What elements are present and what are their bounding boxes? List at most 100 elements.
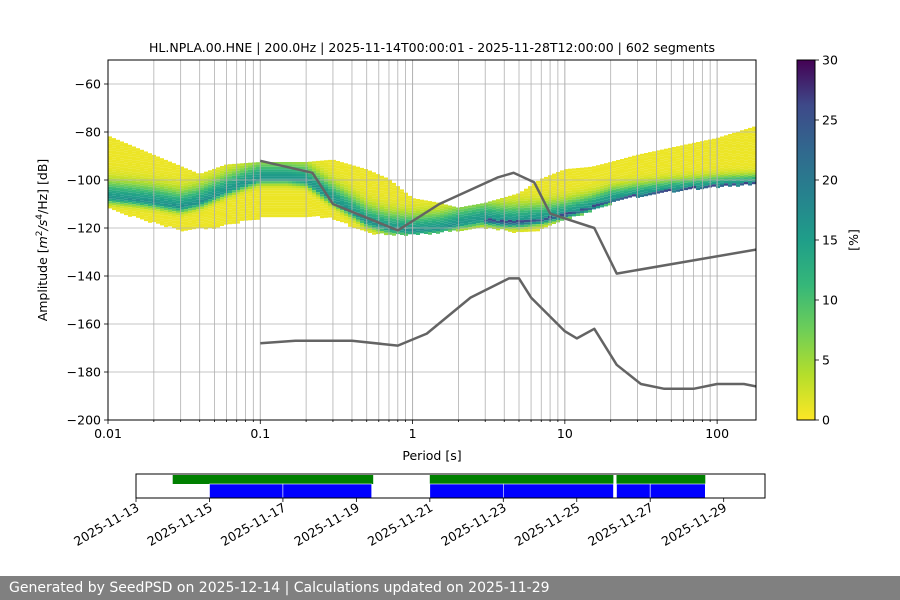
heatmap-cell — [568, 171, 572, 174]
heatmap-cell — [412, 224, 416, 228]
heatmap-cell — [160, 215, 164, 219]
heatmap-cell — [412, 222, 416, 225]
heatmap-cell — [464, 208, 468, 211]
heatmap-cell — [320, 196, 324, 199]
heatmap-cell — [352, 165, 356, 168]
heatmap-cell — [144, 165, 148, 169]
heatmap-cell — [160, 211, 164, 214]
heatmap-cell — [672, 175, 676, 179]
heatmap-cell — [392, 204, 396, 207]
heatmap-cell — [636, 159, 640, 162]
heatmap-cell — [132, 184, 136, 188]
heatmap-cell — [332, 159, 336, 163]
heatmap-cell — [716, 140, 720, 143]
heatmap-cell — [704, 145, 708, 148]
heatmap-cell — [352, 196, 356, 200]
heatmap-cell — [508, 198, 512, 201]
heatmap-cell — [268, 202, 272, 206]
heatmap-cell — [108, 150, 112, 154]
heatmap-cell — [648, 185, 652, 189]
heatmap-cell — [664, 148, 668, 152]
heatmap-cell — [228, 200, 232, 203]
heatmap-cell — [724, 156, 728, 160]
heatmap-cell — [572, 211, 576, 214]
heatmap-cell — [736, 182, 740, 185]
heatmap-cell — [460, 223, 464, 227]
heatmap-cell — [620, 192, 624, 195]
heatmap-cell — [196, 187, 200, 191]
heatmap-cell — [328, 191, 332, 194]
heatmap-cell — [744, 129, 748, 132]
heatmap-cell — [372, 201, 376, 204]
heatmap-cell — [500, 224, 504, 227]
heatmap-cell — [644, 189, 648, 192]
heatmap-cell — [580, 210, 584, 214]
heatmap-cell — [320, 213, 324, 216]
heatmap-cell — [176, 215, 180, 218]
heatmap-cell — [660, 149, 664, 152]
heatmap-cell — [292, 183, 296, 186]
heatmap-cell — [188, 225, 192, 228]
heatmap-cell — [244, 165, 248, 168]
heatmap-cell — [204, 183, 208, 187]
heatmap-cell — [316, 199, 320, 202]
heatmap-cell — [464, 215, 468, 219]
heatmap-cell — [132, 160, 136, 164]
heatmap-cell — [216, 169, 220, 173]
heatmap-cell — [516, 215, 520, 218]
heatmap-cell — [664, 155, 668, 159]
heatmap-cell — [616, 172, 620, 175]
heatmap-cell — [620, 173, 624, 176]
heatmap-cell — [500, 214, 504, 218]
heatmap-cell — [284, 212, 288, 215]
heatmap-cell — [640, 161, 644, 164]
heatmap-cell — [628, 180, 632, 184]
heatmap-cell — [460, 211, 464, 215]
heatmap-cell — [388, 196, 392, 199]
heatmap-cell — [240, 218, 244, 221]
heatmap-cell — [608, 169, 612, 172]
heatmap-cell — [416, 218, 420, 221]
heatmap-cell — [240, 216, 244, 219]
heatmap-cell — [192, 224, 196, 227]
heatmap-cell — [528, 186, 532, 189]
heatmap-cell — [448, 212, 452, 216]
heatmap-cell — [408, 212, 412, 216]
heatmap-cell — [128, 159, 132, 162]
heatmap-cell — [632, 177, 636, 180]
heatmap-cell — [344, 168, 348, 171]
heatmap-cell — [116, 192, 120, 195]
heatmap-cell — [384, 196, 388, 200]
heatmap-cell — [740, 168, 744, 172]
heatmap-cell — [336, 170, 340, 173]
heatmap-cell — [732, 142, 736, 145]
heatmap-cell — [272, 176, 276, 179]
heatmap-cell — [280, 190, 284, 194]
heatmap-cell — [536, 202, 540, 205]
heatmap-cell — [736, 153, 740, 156]
heatmap-cell — [348, 166, 352, 170]
heatmap-cell — [120, 208, 124, 212]
heatmap-cell — [728, 172, 732, 175]
heatmap-cell — [628, 178, 632, 181]
heatmap-cell — [212, 188, 216, 191]
heatmap-cell — [648, 176, 652, 179]
heatmap-cell — [156, 158, 160, 162]
heatmap-cell — [416, 203, 420, 207]
heatmap-cell — [580, 174, 584, 178]
heatmap-cell — [360, 203, 364, 207]
heatmap-cell — [588, 188, 592, 191]
heatmap-cell — [232, 175, 236, 179]
heatmap-cell — [284, 162, 288, 165]
heatmap-cell — [668, 174, 672, 177]
heatmap-cell — [612, 180, 616, 183]
heatmap-cell — [128, 176, 132, 179]
grid-lines — [107, 60, 756, 421]
heatmap-cell — [740, 137, 744, 140]
heatmap-cell — [228, 166, 232, 169]
heatmap-cell — [480, 205, 484, 209]
heatmap-cell — [412, 215, 416, 218]
heatmap-cell — [744, 143, 748, 146]
heatmap-cell — [392, 192, 396, 195]
heatmap-cell — [388, 179, 392, 182]
